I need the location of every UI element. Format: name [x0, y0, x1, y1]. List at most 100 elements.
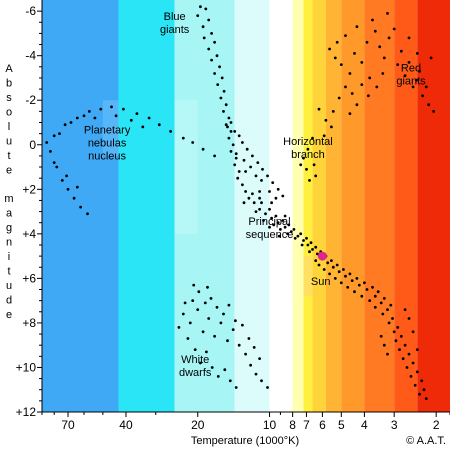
ylabel-letter-16: d [6, 295, 12, 307]
star-point-3-16 [193, 348, 197, 351]
star-point-1-6 [256, 161, 260, 165]
y-tick-label-3: 0 [29, 138, 36, 152]
star-point-4-3 [348, 72, 352, 75]
star-point-2-20 [79, 205, 82, 209]
star-point-3-37 [183, 301, 187, 305]
sun-marker [317, 251, 327, 261]
x-tick-label-3: 10 [263, 418, 277, 432]
star-point-3-28 [215, 305, 219, 309]
annotation-line: nebulas [88, 138, 127, 150]
color-band-10 [364, 0, 395, 412]
star-point-4-48 [371, 18, 374, 22]
star-point-0-57 [399, 334, 403, 338]
star-point-4-13 [399, 49, 403, 53]
star-point-4-7 [373, 29, 377, 33]
star-point-4-33 [360, 83, 364, 86]
star-point-0-70 [287, 223, 291, 227]
star-point-0-113 [401, 357, 405, 360]
star-point-0-103 [346, 285, 350, 289]
star-point-0-72 [299, 232, 303, 236]
ylabel-letter-9: m [4, 193, 13, 205]
annotation-line: dwarfs [179, 367, 212, 379]
star-point-0-37 [283, 225, 287, 229]
star-point-0-58 [403, 343, 407, 347]
star-point-0-92 [279, 228, 282, 231]
star-point-0-61 [415, 370, 419, 374]
star-point-2-10 [169, 130, 173, 133]
star-point-3-10 [244, 352, 248, 356]
star-point-4-32 [355, 103, 359, 107]
star-point-3-23 [234, 386, 238, 389]
star-point-0-106 [368, 299, 372, 302]
y-tick-label-0: -6 [25, 4, 36, 18]
annotation-line: Blue [164, 11, 186, 23]
star-point-4-35 [375, 85, 379, 89]
annotation-3: Planetary nebulas nucleus [84, 125, 131, 163]
ylabel-letter-6: t [7, 150, 10, 162]
star-point-3-33 [247, 337, 251, 340]
color-band-3 [234, 0, 270, 412]
star-point-2-19 [72, 196, 76, 200]
star-point-0-80 [342, 268, 345, 271]
x-axis-label: Temperature (1000°K) [191, 435, 299, 447]
star-point-0-84 [371, 285, 374, 289]
star-point-0-5 [210, 32, 214, 35]
star-point-2-13 [201, 147, 205, 151]
star-point-0-105 [360, 294, 364, 298]
star-point-4-4 [353, 52, 356, 55]
star-point-3-30 [227, 303, 231, 307]
ylabel-letter-10: a [6, 208, 13, 220]
star-point-3-13 [260, 379, 263, 383]
star-point-0-68 [274, 214, 278, 218]
star-point-0-7 [213, 40, 217, 44]
star-point-4-43 [308, 179, 311, 182]
star-point-1-8 [266, 174, 269, 178]
star-point-4-37 [311, 136, 314, 140]
ylabel-letter-5: u [6, 136, 12, 148]
ylabel-letter-2: s [6, 92, 12, 104]
star-point-1-3 [241, 141, 244, 144]
star-point-0-126 [270, 201, 273, 205]
color-band-8 [325, 0, 342, 412]
star-point-0-31 [247, 196, 251, 200]
star-point-0-125 [283, 214, 287, 218]
y-tick-label-9: +12 [16, 405, 37, 419]
star-point-3-34 [252, 346, 256, 349]
star-point-0-123 [407, 317, 411, 320]
star-point-2-23 [58, 132, 61, 136]
star-point-0-53 [379, 301, 383, 305]
star-point-3-14 [266, 386, 269, 389]
x-tick-label-7: 5 [338, 418, 345, 432]
star-point-0-34 [264, 212, 267, 216]
star-point-0-35 [270, 216, 273, 220]
star-point-0-38 [289, 230, 293, 234]
star-point-1-19 [234, 152, 238, 156]
ylabel-letter-14: t [7, 266, 10, 278]
sun-marker-group [317, 251, 327, 261]
annotation-6: White dwarfs [179, 354, 212, 379]
star-point-1-20 [244, 170, 248, 173]
annotation-4: Principal sequence [246, 216, 294, 241]
star-point-0-81 [348, 272, 352, 276]
star-point-0-16 [219, 96, 223, 100]
annotation-2: Horizontal branch [283, 136, 333, 161]
star-point-2-29 [141, 125, 145, 129]
star-point-2-26 [93, 116, 97, 120]
star-point-2-27 [114, 114, 118, 118]
star-point-1-15 [260, 179, 263, 182]
band-shade-2 [303, 256, 313, 297]
star-point-1-17 [274, 196, 278, 200]
star-point-0-40 [302, 239, 305, 242]
x-tick-label-2: 20 [191, 418, 205, 432]
star-point-1-11 [281, 194, 285, 198]
star-point-3-17 [199, 361, 202, 365]
star-point-0-41 [306, 243, 310, 247]
star-point-2-31 [65, 174, 68, 178]
star-point-4-25 [324, 118, 328, 122]
star-point-2-6 [122, 107, 125, 111]
star-point-4-52 [367, 94, 370, 98]
star-point-3-21 [223, 368, 227, 372]
star-point-4-49 [386, 12, 389, 15]
star-point-2-22 [45, 141, 49, 144]
